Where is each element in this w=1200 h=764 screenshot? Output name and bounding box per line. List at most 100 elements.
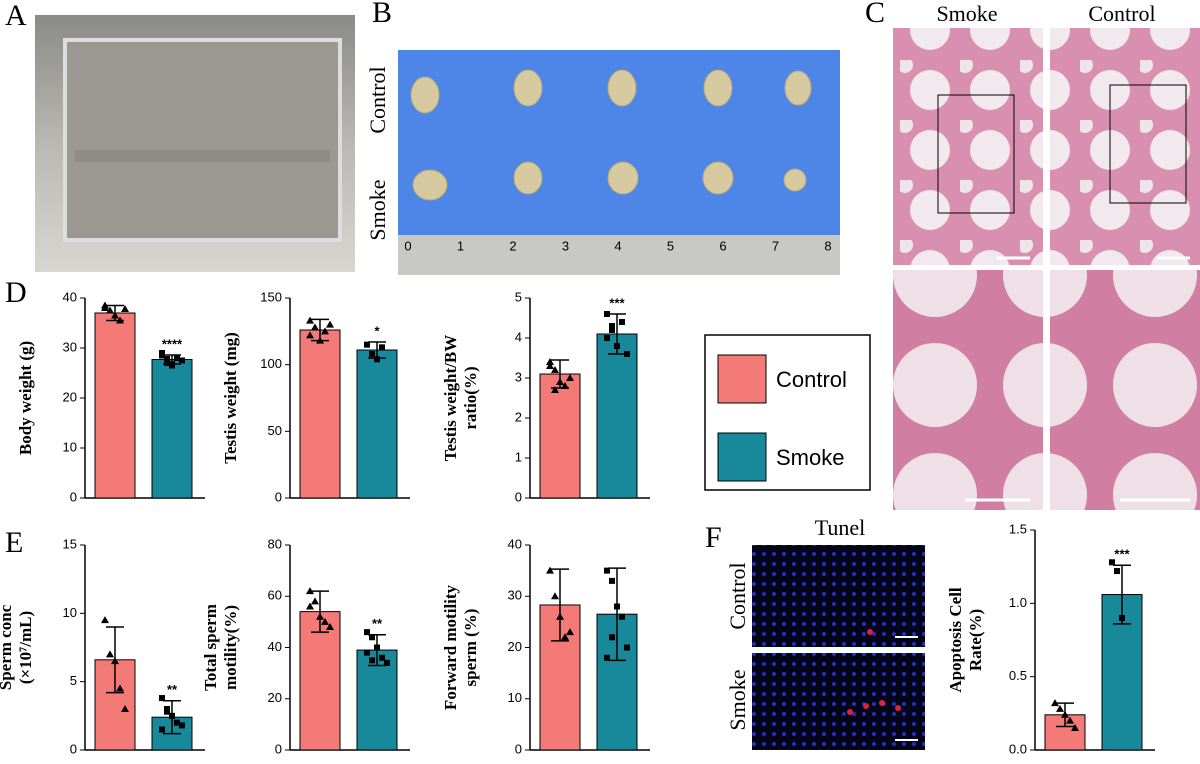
panel-label: A bbox=[5, 0, 27, 32]
data-point bbox=[159, 695, 165, 702]
data-point bbox=[624, 644, 630, 651]
ruler-label: 8 bbox=[824, 238, 831, 253]
y-tick-label: 10 bbox=[508, 690, 522, 705]
y-tick-label: 60 bbox=[268, 588, 282, 603]
y-axis-label: motility(%) bbox=[221, 605, 240, 690]
y-tick-label: 15 bbox=[63, 536, 77, 551]
data-point bbox=[111, 311, 119, 319]
data-point bbox=[316, 336, 324, 344]
data-point bbox=[1056, 704, 1064, 712]
data-point bbox=[101, 616, 109, 624]
panel-label: D bbox=[5, 276, 27, 309]
y-axis-label: (×10⁷/mL) bbox=[16, 611, 35, 684]
bar bbox=[356, 349, 398, 499]
panel-label: B bbox=[372, 0, 392, 29]
data-point bbox=[1119, 615, 1125, 621]
data-point bbox=[106, 306, 114, 314]
legend-label: Control bbox=[776, 367, 847, 392]
y-tick-label: 1.0 bbox=[1009, 595, 1027, 610]
y-tick-label: 0 bbox=[70, 489, 77, 504]
legend-swatch bbox=[717, 432, 767, 482]
significance: ** bbox=[372, 616, 383, 631]
y-axis-label: Total sperm bbox=[201, 604, 220, 691]
row-label: Smoke bbox=[725, 669, 750, 730]
bar bbox=[539, 373, 581, 499]
y-tick-label: 40 bbox=[508, 536, 522, 551]
error-bar bbox=[1113, 564, 1131, 625]
y-axis-label: Forward motility bbox=[441, 584, 460, 710]
data-point bbox=[306, 316, 314, 324]
y-axis-label: Rate(%) bbox=[966, 609, 985, 671]
data-point bbox=[364, 649, 370, 656]
significance: **** bbox=[162, 336, 183, 351]
data-point bbox=[311, 323, 319, 331]
data-point bbox=[121, 305, 129, 312]
data-point bbox=[306, 602, 314, 610]
legend-label: Smoke bbox=[776, 445, 844, 470]
y-tick-label: 4 bbox=[515, 329, 522, 344]
data-point bbox=[159, 726, 165, 733]
y-tick-label: 1.5 bbox=[1009, 521, 1027, 536]
ruler-label: 1 bbox=[457, 238, 464, 253]
ruler-label: 3 bbox=[562, 238, 569, 253]
y-tick-label: 10 bbox=[63, 439, 77, 454]
bar bbox=[94, 312, 136, 499]
data-point bbox=[111, 657, 119, 665]
y-tick-label: 0.0 bbox=[1009, 741, 1027, 756]
y-tick-label: 50 bbox=[268, 423, 282, 438]
data-point bbox=[316, 612, 324, 620]
y-tick-label: 30 bbox=[508, 588, 522, 603]
y-tick-label: 0 bbox=[70, 741, 77, 756]
significance: *** bbox=[609, 295, 625, 310]
data-point bbox=[306, 331, 314, 339]
y-tick-label: 1 bbox=[515, 449, 522, 464]
significance: * bbox=[374, 323, 380, 338]
data-point bbox=[609, 323, 615, 329]
y-tick-label: 20 bbox=[508, 639, 522, 654]
y-tick-label: 0 bbox=[275, 489, 282, 504]
data-point bbox=[604, 654, 610, 661]
y-tick-label: 150 bbox=[260, 289, 282, 304]
legend-swatch bbox=[717, 354, 767, 404]
bar bbox=[356, 649, 398, 751]
y-axis-label: Testis weight (mg) bbox=[221, 332, 240, 464]
data-point bbox=[364, 341, 370, 348]
error-bar bbox=[311, 590, 329, 633]
y-tick-label: 40 bbox=[268, 639, 282, 654]
data-point bbox=[174, 719, 180, 726]
data-point bbox=[609, 634, 615, 641]
y-axis-label: Apoptosis Cell bbox=[946, 587, 965, 693]
data-point bbox=[106, 650, 114, 658]
data-point bbox=[561, 382, 569, 389]
data-point bbox=[609, 577, 615, 584]
data-point bbox=[1109, 559, 1115, 566]
y-tick-label: 2 bbox=[515, 409, 522, 424]
data-point bbox=[1051, 699, 1059, 707]
column-label: Control bbox=[1088, 1, 1155, 26]
data-point bbox=[326, 623, 334, 630]
data-point bbox=[374, 644, 380, 651]
row-label: Smoke bbox=[365, 179, 390, 240]
error-bar bbox=[551, 568, 569, 642]
y-axis-label: Body weight (g) bbox=[16, 341, 35, 455]
y-tick-label: 30 bbox=[63, 339, 77, 354]
ruler-label: 6 bbox=[719, 238, 726, 253]
y-axis-label: ratio(%) bbox=[461, 366, 480, 429]
column-label: Smoke bbox=[936, 1, 997, 26]
data-point bbox=[311, 597, 319, 605]
data-point bbox=[369, 351, 375, 357]
y-tick-label: 80 bbox=[268, 536, 282, 551]
legend-box bbox=[704, 334, 871, 491]
y-tick-label: 20 bbox=[268, 690, 282, 705]
significance: ** bbox=[167, 682, 178, 697]
data-point bbox=[321, 327, 329, 335]
data-point bbox=[164, 356, 170, 362]
data-point bbox=[379, 344, 385, 351]
photo-f bbox=[752, 545, 925, 750]
data-point bbox=[174, 355, 180, 361]
data-point bbox=[379, 654, 385, 661]
data-point bbox=[1071, 724, 1079, 731]
y-tick-label: 20 bbox=[63, 389, 77, 404]
panel-label: F bbox=[705, 521, 722, 554]
